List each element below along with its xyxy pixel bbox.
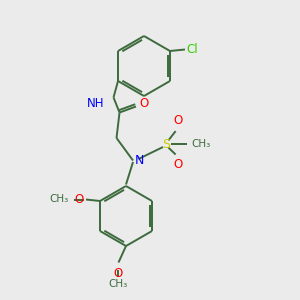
Text: Cl: Cl xyxy=(187,43,198,56)
Text: O: O xyxy=(173,115,183,128)
Text: CH₃: CH₃ xyxy=(108,279,127,289)
Text: NH: NH xyxy=(87,97,104,110)
Text: S: S xyxy=(162,137,170,151)
Text: CH₃: CH₃ xyxy=(191,139,211,149)
Text: O: O xyxy=(139,97,148,110)
Text: CH₃: CH₃ xyxy=(50,194,69,205)
Text: N: N xyxy=(134,154,144,167)
Text: O: O xyxy=(113,267,122,280)
Text: O: O xyxy=(173,158,183,170)
Text: O: O xyxy=(75,193,84,206)
